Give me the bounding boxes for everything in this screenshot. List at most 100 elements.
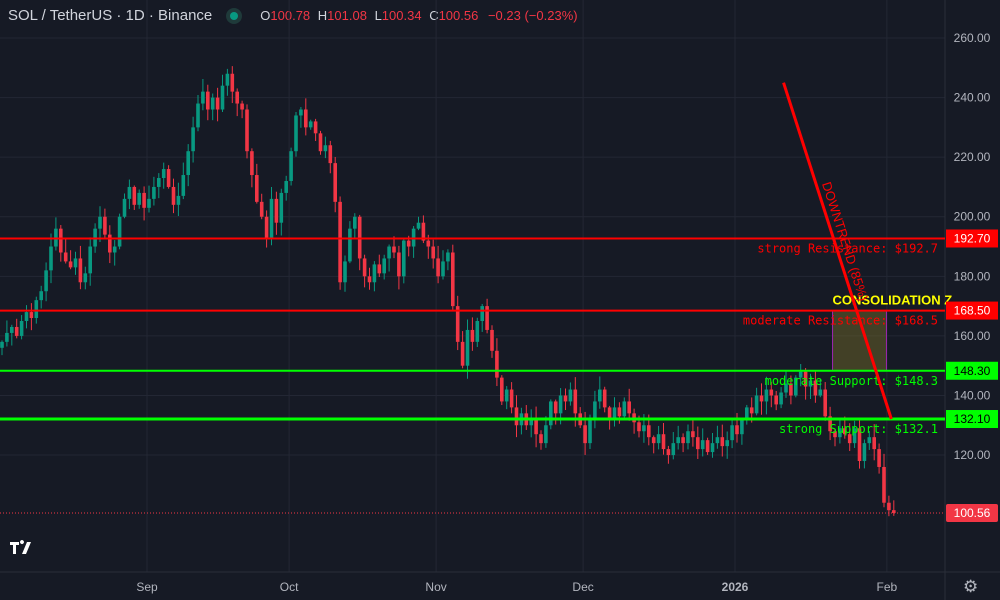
price-tag: [946, 229, 998, 248]
candle-body: [34, 300, 39, 319]
low-label: L: [374, 8, 382, 23]
candle-body: [426, 240, 431, 247]
candle-body: [83, 273, 88, 283]
candle-body: [475, 321, 480, 342]
candle-body: [754, 395, 759, 414]
current-price-text: 100.56: [954, 506, 991, 520]
candle-body: [617, 407, 622, 417]
candle-body: [10, 326, 14, 333]
candle-body: [882, 466, 886, 503]
candle-body: [279, 192, 284, 223]
candle-body: [455, 306, 460, 342]
candle-body: [745, 407, 749, 420]
x-tick-label: Nov: [425, 580, 446, 594]
candle-body: [181, 175, 186, 196]
candle-body: [823, 389, 827, 417]
candle-body: [656, 434, 661, 444]
candle-body: [509, 389, 514, 408]
candle-body: [666, 449, 671, 456]
candle-body: [490, 329, 494, 351]
candle-body: [735, 425, 739, 435]
candle-body: [534, 419, 538, 435]
candle-body: [607, 407, 612, 420]
candle-body: [769, 389, 774, 396]
y-tick-label: 220.00: [954, 150, 991, 164]
candle-body: [441, 261, 445, 277]
candle-body: [730, 425, 734, 441]
candle-body: [137, 192, 141, 205]
candle-body: [103, 216, 107, 235]
candle-body: [460, 341, 465, 366]
candle-body: [573, 389, 578, 414]
candle-body: [29, 312, 34, 319]
candle-body: [402, 240, 406, 277]
candle-body: [779, 392, 783, 405]
candle-body: [676, 437, 680, 444]
gear-icon[interactable]: ⚙: [963, 577, 979, 596]
candle-body: [720, 437, 725, 447]
candle-body: [362, 258, 367, 277]
price-tag: [946, 410, 998, 429]
candle-body: [132, 186, 137, 205]
candle-body: [117, 216, 122, 247]
support-label: moderate Support: $148.3: [765, 374, 938, 388]
price-tag: [946, 361, 998, 380]
candle-body: [847, 434, 852, 444]
candle-body: [201, 91, 205, 104]
candle-body: [299, 109, 303, 116]
x-tick-label: 2026: [722, 580, 749, 594]
candle-body: [485, 306, 489, 330]
candle-body: [872, 437, 876, 450]
candle-body: [294, 115, 298, 152]
y-tick-label: 260.00: [954, 31, 991, 45]
price-tag-text: 132.10: [954, 412, 991, 426]
candle-body: [647, 425, 651, 438]
candle-body: [828, 416, 832, 432]
tradingview-logo[interactable]: [10, 540, 36, 560]
candle-body: [377, 264, 382, 274]
candle-body: [696, 437, 700, 450]
chart-header: SOL / TetherUS · 1D · Binance O100.78 H1…: [8, 7, 578, 24]
candle-body: [789, 383, 793, 396]
candle-body: [867, 437, 872, 444]
candle-body: [78, 258, 83, 283]
candle-body: [387, 246, 391, 259]
candle-body: [215, 97, 220, 110]
candle-body: [313, 121, 318, 134]
candle-body: [367, 276, 372, 283]
candle-body: [166, 169, 171, 187]
candle-body: [157, 178, 161, 187]
candle-body: [348, 228, 352, 262]
low-value: 100.34: [381, 8, 422, 23]
candle-body: [49, 246, 53, 271]
price-tag-text: 148.30: [954, 364, 991, 378]
candle-body: [642, 425, 646, 432]
candle-body: [740, 419, 744, 435]
symbol-title[interactable]: SOL / TetherUS · 1D · Binance: [8, 7, 213, 24]
candle-body: [112, 246, 117, 253]
candle-body: [240, 103, 244, 110]
candle-body: [250, 151, 254, 176]
candle-body: [622, 401, 627, 417]
candle-body: [495, 350, 499, 378]
candle-body: [700, 440, 705, 450]
candle-body: [308, 121, 313, 128]
candle-body: [397, 252, 401, 277]
candle-body: [382, 258, 386, 274]
candle-body: [98, 216, 102, 229]
candle-body: [529, 419, 533, 426]
candle-body: [710, 443, 715, 453]
candle-body: [838, 428, 842, 438]
candle-body: [269, 198, 274, 238]
candle-body: [774, 395, 778, 405]
candle-body: [686, 431, 690, 444]
candle-body: [764, 389, 769, 402]
candle-body: [887, 502, 891, 511]
candle-body: [602, 389, 607, 408]
candle-body: [725, 440, 729, 447]
candle-body: [5, 332, 9, 342]
candle-body: [264, 216, 269, 238]
candle-body: [749, 407, 754, 414]
candle-body: [147, 198, 151, 208]
